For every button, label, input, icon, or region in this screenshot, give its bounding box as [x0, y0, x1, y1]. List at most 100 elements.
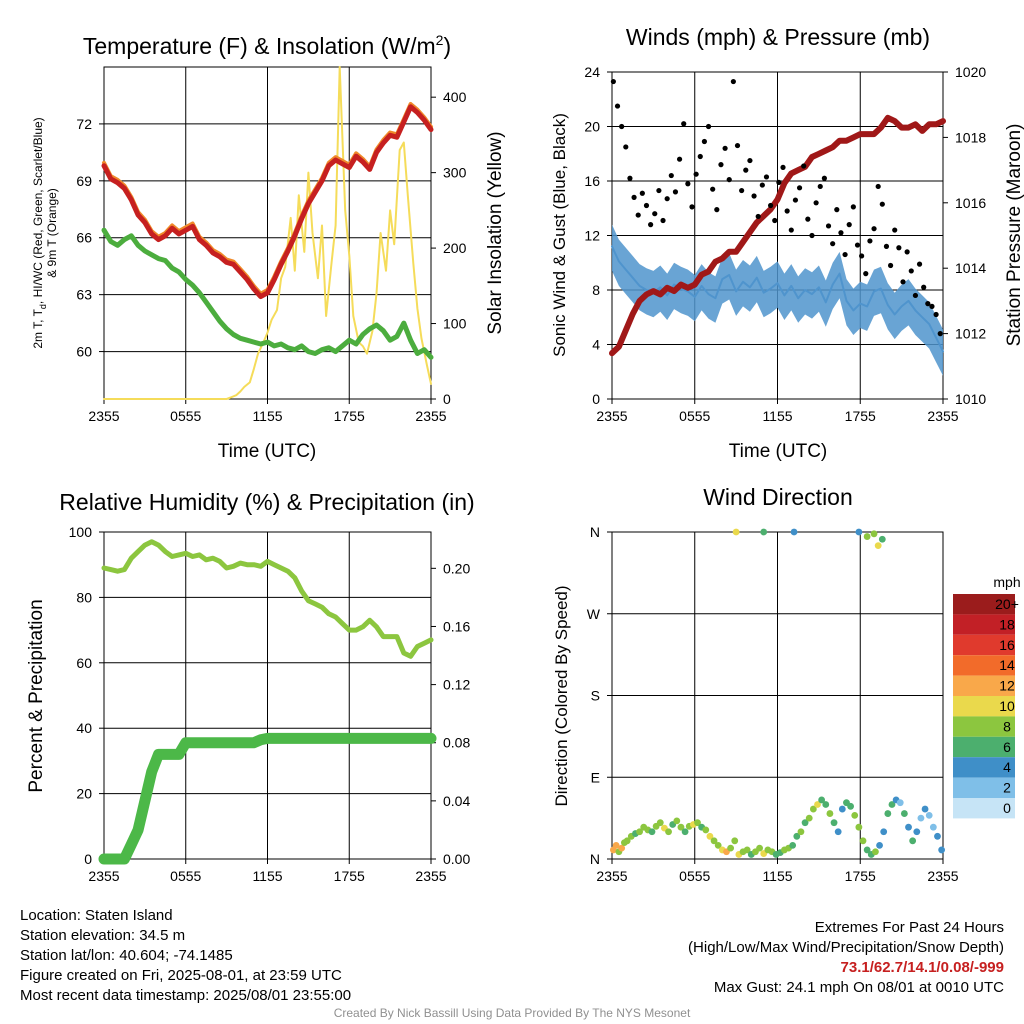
colorbar-label: 10: [999, 698, 1015, 714]
colorbar-label: 18: [999, 616, 1015, 632]
y-tick-label: 8: [592, 282, 600, 298]
gust-point: [896, 245, 902, 251]
gust-point: [900, 279, 906, 285]
gust-point: [681, 121, 687, 127]
gust-point: [693, 171, 699, 177]
gust-point: [784, 208, 790, 214]
wind-direction-point: [665, 828, 672, 836]
gust-point: [672, 189, 679, 195]
station-elevation: Station elevation: 34.5 m: [20, 927, 186, 944]
wind-direction-point: [934, 832, 941, 840]
wind-direction-point: [814, 801, 821, 808]
y-tick-label: 80: [76, 589, 92, 605]
colorbar-title: mph: [993, 574, 1020, 590]
gust-point: [921, 284, 927, 290]
wind-direction-point: [805, 814, 813, 822]
wind-direction-point: [855, 528, 863, 536]
y-axis-label-part: , HI/WC (Red, Green, Scarlet/Blue): [31, 117, 45, 304]
colorbar-label: 14: [999, 657, 1015, 673]
colorbar-label: 20+: [995, 596, 1019, 612]
wind-direction-point: [756, 844, 763, 852]
colorbar-swatch: [953, 594, 1015, 615]
gust-point: [768, 202, 774, 209]
y-tick-label: E: [591, 769, 600, 785]
y-tick-label: 20: [76, 786, 92, 802]
colorbar-label: 0: [1003, 800, 1011, 816]
gust-point: [854, 242, 861, 248]
wind-direction-point: [876, 841, 883, 849]
wind-direction-point: [878, 535, 886, 543]
gust-point: [656, 187, 662, 194]
title-end: ): [443, 33, 451, 59]
y-tick-label: 72: [76, 116, 92, 132]
y-right-tick-label: 0.20: [443, 560, 470, 576]
wind-direction-point: [706, 832, 714, 840]
colorbar-label: 16: [999, 637, 1015, 653]
y-tick-label: S: [591, 688, 600, 704]
gust-point: [652, 211, 658, 217]
wind-direction-point: [900, 810, 908, 817]
gust-point: [668, 172, 674, 179]
y-tick-label: 100: [69, 524, 93, 540]
gust-point: [912, 292, 919, 299]
colorbar-label: 12: [999, 678, 1015, 694]
y-right-axis-label: Station Pressure (Maroon): [1004, 124, 1024, 347]
gust-point: [908, 268, 914, 274]
x-tick-label: 1755: [334, 868, 365, 884]
gust-point: [763, 174, 770, 180]
wind-direction-point: [793, 832, 801, 840]
y-right-tick-label: 0.12: [443, 677, 470, 693]
gust-point: [776, 179, 782, 185]
gust-point: [933, 311, 939, 318]
x-tick-label: 1755: [845, 408, 876, 424]
wind-direction-point: [826, 810, 834, 817]
wind-direction-point: [677, 823, 685, 831]
y-tick-label: 40: [76, 720, 92, 736]
y-right-tick-label: 1012: [955, 326, 986, 342]
gust-point: [925, 301, 931, 307]
extremes-title: Extremes For Past 24 Hours: [814, 919, 1004, 936]
wind-direction-point: [636, 828, 643, 836]
wind-direction-point: [710, 837, 718, 845]
y-tick-label: 24: [584, 64, 600, 80]
x-tick-label: 1155: [762, 868, 792, 884]
colorbar-label: 8: [1003, 718, 1011, 734]
colorbar-label: 2: [1003, 780, 1011, 796]
y-tick-label: N: [590, 524, 600, 540]
max-gust: Max Gust: 24.1 mph On 08/01 at 0010 UTC: [713, 979, 1004, 996]
colorbar-swatch: [953, 736, 1015, 758]
wind-direction-point: [809, 805, 817, 813]
y-right-tick-label: 100: [443, 316, 467, 332]
panel-title: Temperature (F) & Insolation (W/m2): [83, 32, 451, 59]
y-axis-label: Sonic Wind & Gust (Blue, Black): [550, 113, 569, 357]
colorbar-swatch: [953, 716, 1015, 737]
colorbar-swatch: [953, 614, 1015, 635]
y-axis-label: Percent & Precipitation: [26, 599, 47, 792]
x-axis-label: Time (UTC): [729, 441, 828, 462]
gust-point: [635, 212, 641, 218]
wind-direction-point: [834, 828, 842, 836]
y-tick-label: W: [587, 606, 601, 622]
gust-point: [639, 190, 645, 196]
wind-direction-point: [863, 846, 871, 854]
colorbar-label: 4: [1003, 759, 1011, 775]
wind-direction-point: [612, 841, 620, 849]
x-tick-label: 0555: [679, 868, 710, 884]
gust-point: [714, 207, 720, 213]
wind-direction-point: [913, 828, 921, 836]
panel-title: Relative Humidity (%) & Precipitation (i…: [59, 489, 474, 515]
gust-point: [697, 153, 703, 160]
y-axis-label: Direction (Colored By Speed): [552, 585, 571, 806]
wind-direction-point: [870, 530, 878, 538]
y-tick-label: 12: [584, 228, 600, 244]
gust-point: [726, 177, 732, 183]
wind-direction-point: [732, 528, 740, 536]
y-right-tick-label: 1018: [955, 129, 986, 145]
y-right-tick-label: 300: [443, 165, 467, 181]
colorbar-swatch: [953, 655, 1015, 676]
gust-point: [805, 216, 811, 222]
gust-point: [792, 197, 799, 203]
gust-point: [796, 185, 803, 191]
gust-point: [780, 164, 786, 170]
